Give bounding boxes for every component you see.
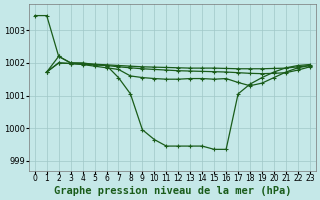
X-axis label: Graphe pression niveau de la mer (hPa): Graphe pression niveau de la mer (hPa) xyxy=(53,186,291,196)
